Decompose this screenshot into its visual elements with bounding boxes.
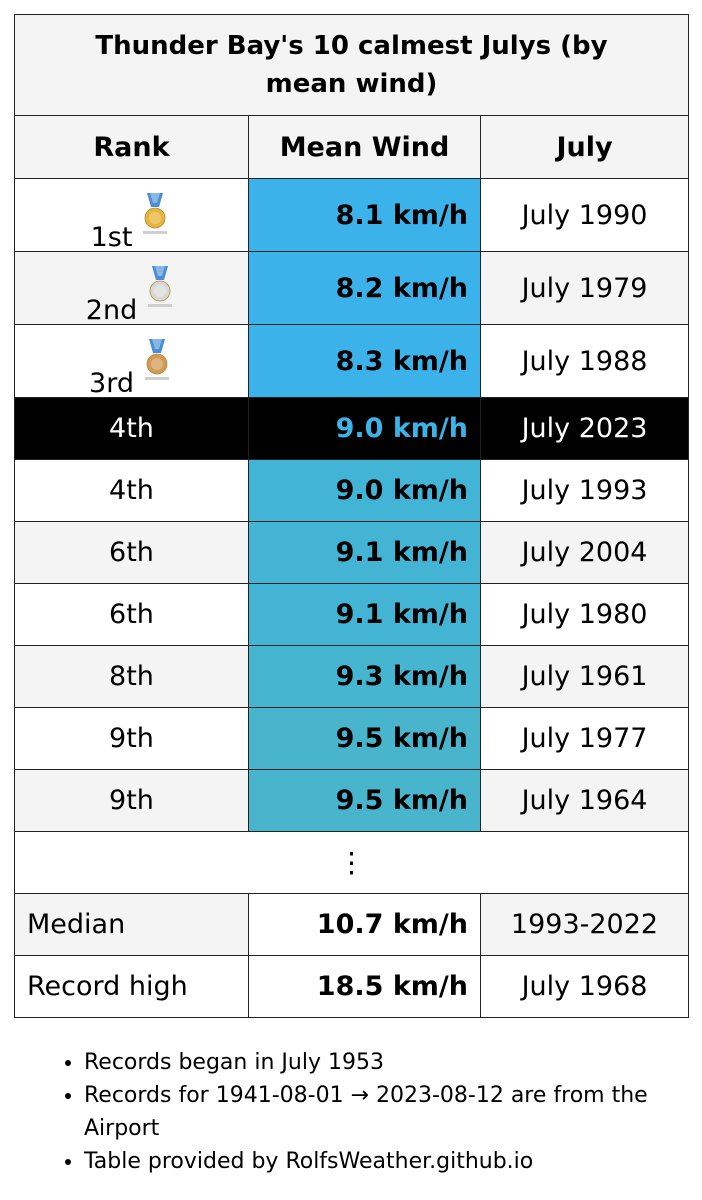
mean-wind-cell: 8.3 km/h [248, 324, 481, 398]
rank-cell: 9th [14, 707, 249, 770]
month-cell: July 2023 [479, 397, 690, 460]
silver-medal-icon [143, 264, 177, 312]
records-table: Thunder Bay's 10 calmest Julys (by mean … [13, 14, 690, 1018]
month-cell: July 1990 [479, 178, 690, 252]
mean-wind-cell: 8.1 km/h [248, 178, 481, 252]
table-title: Thunder Bay's 10 calmest Julys (by mean … [13, 14, 690, 116]
mean-wind-cell: 9.0 km/h [248, 397, 481, 460]
table-row: 9th 9.5 km/h July 1964 [14, 769, 690, 832]
note-item: Records began in July 1953 [84, 1046, 702, 1079]
table-body: 1st 8.1 km/h July 1990 2nd 8.2 km/h July 1979… [13, 178, 690, 1018]
summary-row: Record high 18.5 km/h July 1968 [14, 955, 690, 1018]
mean-wind-cell: 9.1 km/h [248, 521, 481, 584]
rank-cell: 2nd [14, 251, 249, 326]
rank-cell: 4th [14, 397, 249, 460]
header-row: Rank Mean Wind July [14, 115, 690, 179]
table-row: 3rd 8.3 km/h July 1988 [14, 324, 690, 399]
note-item: Records for 1941-08-01 → 2023-08-12 are … [84, 1079, 702, 1145]
rank-cell: 8th [14, 645, 249, 708]
table-row-current: 4th 9.0 km/h July 2023 [14, 397, 690, 460]
month-cell: July 2004 [479, 521, 690, 584]
header-month: July [479, 115, 690, 179]
summary-wind: 10.7 km/h [248, 893, 481, 956]
month-cell: July 1979 [479, 251, 690, 325]
rank-cell: 4th [14, 459, 249, 522]
summary-month: July 1968 [479, 955, 690, 1018]
table-row: 1st 8.1 km/h July 1990 [14, 178, 690, 253]
mean-wind-cell: 9.5 km/h [248, 769, 481, 832]
gold-medal-icon [138, 191, 172, 239]
ellipsis-row: ⋮ [13, 831, 690, 894]
month-cell: July 1964 [479, 769, 690, 832]
table-row: 6th 9.1 km/h July 1980 [14, 583, 690, 646]
rank-cell: 9th [14, 769, 249, 832]
header-mean-wind: Mean Wind [248, 115, 481, 179]
rank-cell: 6th [14, 583, 249, 646]
table-row: 9th 9.5 km/h July 1977 [14, 707, 690, 770]
ellipsis-cell: ⋮ [13, 831, 690, 894]
mean-wind-cell: 9.0 km/h [248, 459, 481, 522]
rank-label: 1st [90, 222, 133, 253]
table-row: 8th 9.3 km/h July 1961 [14, 645, 690, 708]
rank-label: 3rd [89, 368, 134, 399]
rank-cell: 1st [14, 178, 249, 253]
summary-label: Record high [14, 955, 249, 1018]
month-cell: July 1961 [479, 645, 690, 708]
rank-label: 2nd [85, 295, 138, 326]
title-row: Thunder Bay's 10 calmest Julys (by mean … [13, 14, 690, 116]
summary-wind: 18.5 km/h [248, 955, 481, 1018]
mean-wind-cell: 9.5 km/h [248, 707, 481, 770]
mean-wind-cell: 9.3 km/h [248, 645, 481, 708]
rank-cell: 3rd [14, 324, 249, 399]
summary-label: Median [14, 893, 249, 956]
notes-list: Records began in July 1953 Records for 1… [36, 1046, 702, 1178]
header-rank: Rank [14, 115, 249, 179]
month-cell: July 1980 [479, 583, 690, 646]
month-cell: July 1977 [479, 707, 690, 770]
table-row: 2nd 8.2 km/h July 1979 [14, 251, 690, 326]
month-cell: July 1988 [479, 324, 690, 398]
month-cell: July 1993 [479, 459, 690, 522]
table-row: 6th 9.1 km/h July 2004 [14, 521, 690, 584]
note-item: Table provided by RolfsWeather.github.io [84, 1145, 702, 1178]
rank-cell: 6th [14, 521, 249, 584]
mean-wind-cell: 8.2 km/h [248, 251, 481, 325]
summary-row: Median 10.7 km/h 1993-2022 [14, 893, 690, 956]
summary-month: 1993-2022 [479, 893, 690, 956]
table-row: 4th 9.0 km/h July 1993 [14, 459, 690, 522]
mean-wind-cell: 9.1 km/h [248, 583, 481, 646]
bronze-medal-icon [140, 337, 174, 385]
